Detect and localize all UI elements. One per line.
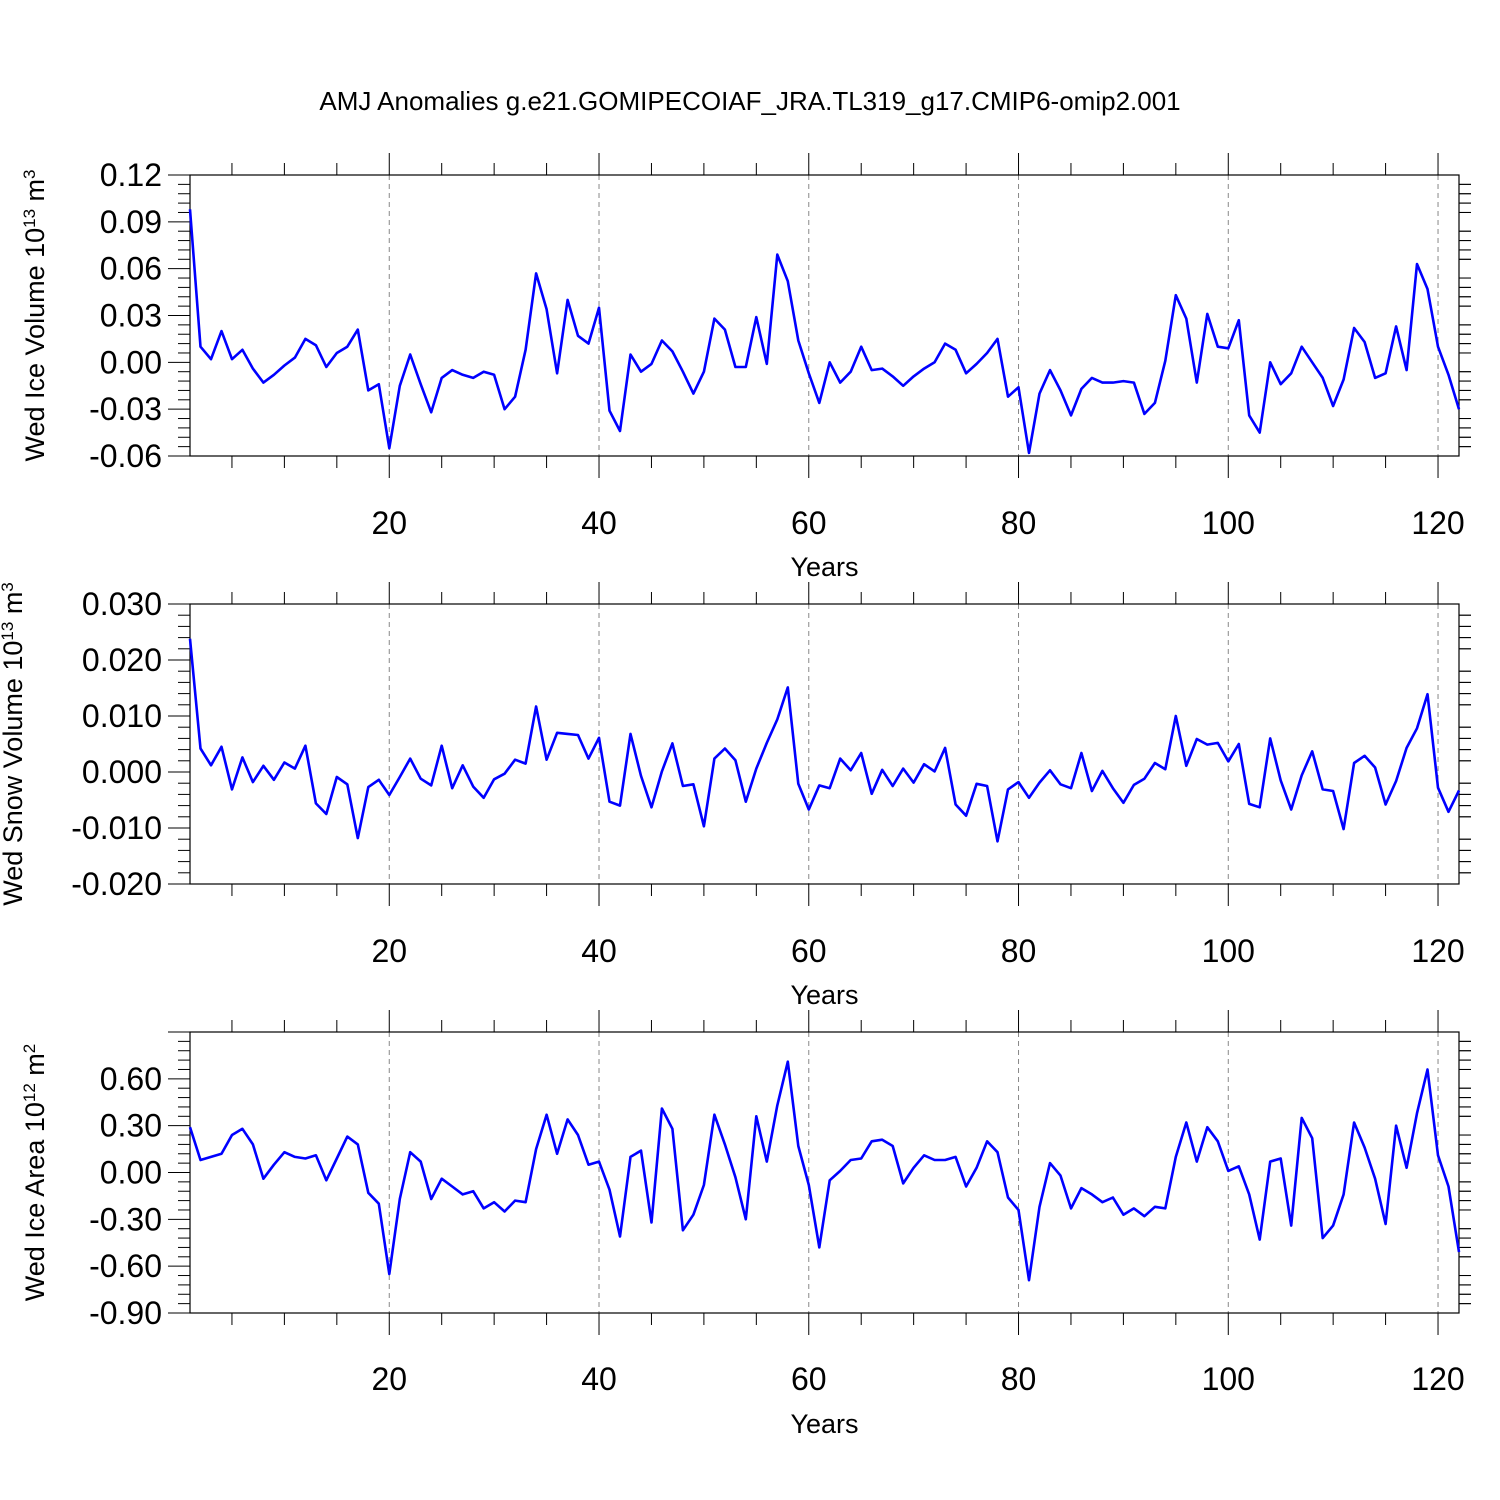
x-tick-label: 100 (1202, 505, 1255, 541)
y-tick-label: -0.010 (71, 810, 162, 846)
y-axis-title: Wed Ice Area 1012 m2 (20, 1044, 51, 1302)
y-tick-label: 0.12 (100, 157, 162, 193)
x-tick-label: 120 (1411, 933, 1464, 969)
y-axis-title-unit_exp: 3 (0, 582, 17, 591)
y-axis-title: Wed Ice Volume 1013 m3 (20, 169, 51, 461)
chart-panel-3: -0.90 -0.60 -0.30 0.00 0.30 0.60 20 40 60 80 100 12… (20, 1010, 1471, 1439)
y-tick-label: 0.03 (100, 298, 162, 334)
x-tick-label: 20 (371, 1361, 407, 1397)
y-axis-title-exp: 13 (0, 622, 17, 641)
series-line (188, 1060, 1461, 1282)
y-axis-title-unit_exp: 3 (20, 169, 39, 178)
x-tick-label: 80 (1001, 933, 1037, 969)
x-tick-label: 60 (791, 1361, 827, 1397)
y-tick-label: 0.60 (100, 1061, 162, 1097)
y-tick-label: -0.020 (71, 866, 162, 902)
y-axis-title: Wed Snow Volume 1013 m3 (0, 582, 28, 906)
y-tick-label: -0.30 (89, 1201, 162, 1237)
y-axis-title-unit: m (20, 1053, 50, 1083)
y-tick-label: 0.000 (82, 754, 162, 790)
x-axis-title: Years (790, 980, 858, 1010)
y-axis-title-unit: m (20, 179, 50, 209)
y-tick-label: 0.020 (82, 642, 162, 678)
y-axis-title-name: Wed Ice Volume 10 (20, 228, 50, 462)
y-axis-title-name: Wed Ice Area 10 (20, 1102, 50, 1301)
y-tick-label: 0.00 (100, 1155, 162, 1191)
x-tick-label: 40 (581, 1361, 617, 1397)
x-tick-label: 100 (1202, 933, 1255, 969)
y-tick-label: -0.60 (89, 1248, 162, 1284)
plot-frame (189, 174, 1460, 457)
chart-panel-2: -0.020 -0.010 0.000 0.010 0.020 0.030 20 40 60 80… (0, 582, 1471, 1010)
y-tick-label: 0.010 (82, 698, 162, 734)
y-axis-title-exp: 12 (20, 1083, 39, 1102)
x-tick-label: 80 (1001, 505, 1037, 541)
x-tick-label: 60 (791, 505, 827, 541)
y-tick-label: -0.03 (89, 391, 162, 427)
y-tick-label: 0.00 (100, 344, 162, 380)
y-axis-title-unit: m (0, 592, 28, 622)
y-axis-title-exp: 13 (20, 209, 39, 228)
x-axis-title: Years (790, 1409, 858, 1439)
y-axis-title-unit_exp: 2 (20, 1044, 39, 1053)
x-tick-label: 20 (371, 933, 407, 969)
series-line (188, 209, 1461, 455)
y-tick-label: 0.030 (82, 586, 162, 622)
x-tick-label: 100 (1202, 1361, 1255, 1397)
x-tick-label: 20 (371, 505, 407, 541)
series-line (188, 638, 1461, 843)
x-tick-label: 120 (1411, 1361, 1464, 1397)
y-axis-title-name: Wed Snow Volume 10 (0, 641, 28, 906)
chart-panel-1: -0.06 -0.03 0.00 0.03 0.06 0.09 0.12 20 40 60 80 10… (20, 153, 1471, 582)
plot-frame (189, 603, 1460, 885)
y-tick-label: 0.30 (100, 1108, 162, 1144)
x-axis-title: Years (790, 552, 858, 582)
x-tick-label: 40 (581, 505, 617, 541)
chart-title: AMJ Anomalies g.e21.GOMIPECOIAF_JRA.TL31… (319, 86, 1181, 116)
y-tick-label: 0.06 (100, 251, 162, 287)
x-tick-label: 120 (1411, 505, 1464, 541)
x-tick-label: 80 (1001, 1361, 1037, 1397)
y-tick-label: -0.06 (89, 438, 162, 474)
y-tick-label: 0.09 (100, 204, 162, 240)
x-tick-label: 40 (581, 933, 617, 969)
y-tick-label: -0.90 (89, 1295, 162, 1331)
x-tick-label: 60 (791, 933, 827, 969)
